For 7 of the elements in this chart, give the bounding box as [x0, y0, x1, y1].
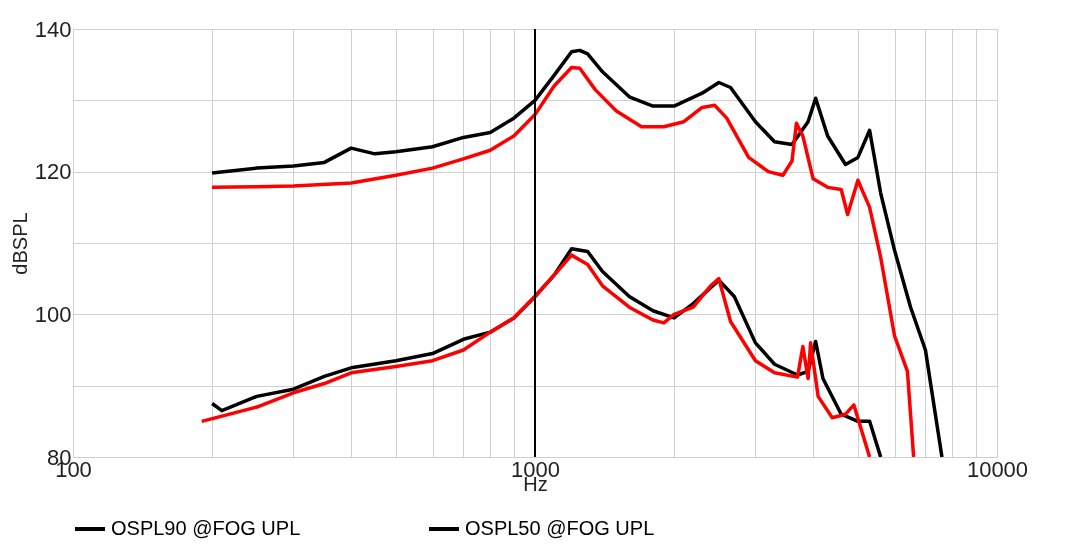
legend-label: OSPL50 @FOG UPL	[465, 517, 655, 539]
y-tick-label: 100	[34, 301, 72, 327]
legend-label: OSPL90 @FOG UPL	[111, 517, 301, 539]
y-tick-label: 140	[34, 16, 72, 42]
y-tick-label: 120	[34, 159, 72, 185]
x-tick-label: 10000	[966, 456, 1029, 482]
y-axis-title: dBSPL	[8, 212, 31, 275]
